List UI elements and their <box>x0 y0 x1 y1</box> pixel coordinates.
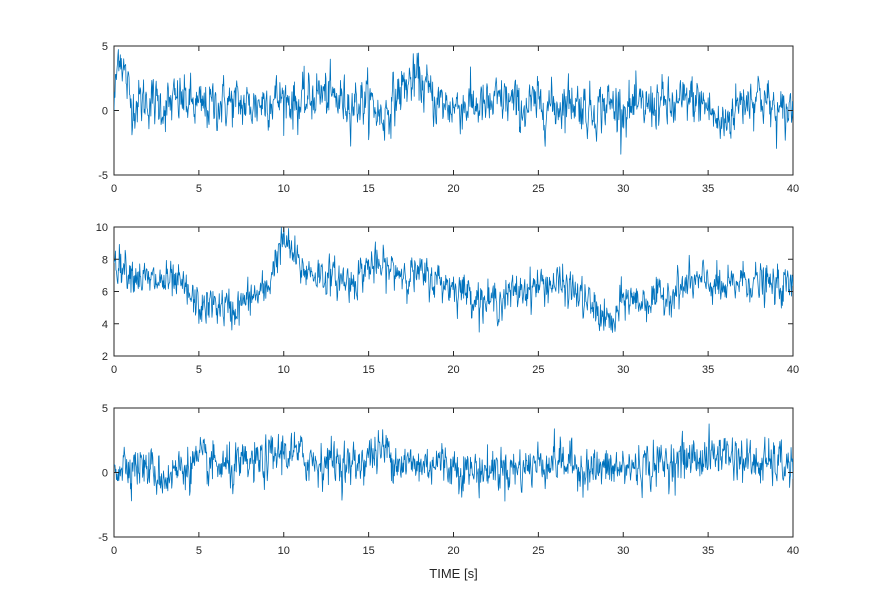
x-tick-label: 25 <box>532 364 544 376</box>
x-tick-label: 25 <box>532 545 544 557</box>
y-tick-label: 2 <box>102 351 108 363</box>
y-tick-label: 8 <box>102 254 108 266</box>
x-tick-label: 35 <box>702 545 714 557</box>
x-tick-label: 10 <box>278 183 290 195</box>
x-axis-label: TIME [s] <box>429 566 477 581</box>
x-tick-label: 0 <box>111 183 117 195</box>
x-tick-label: 20 <box>447 364 459 376</box>
x-tick-label: 30 <box>617 545 629 557</box>
x-tick-label: 15 <box>363 545 375 557</box>
y-tick-label: 0 <box>102 468 108 480</box>
x-tick-label: 15 <box>363 364 375 376</box>
signal-trace-2 <box>114 227 793 333</box>
x-tick-label: 20 <box>447 545 459 557</box>
x-tick-label: 40 <box>787 545 799 557</box>
x-tick-label: 30 <box>617 183 629 195</box>
x-tick-label: 5 <box>196 364 202 376</box>
axes-frame <box>113 226 794 357</box>
y-tick-label: 5 <box>102 403 108 415</box>
y-tick-label: 6 <box>102 287 108 299</box>
y-tick-label: 4 <box>102 319 108 331</box>
x-tick-label: 30 <box>617 364 629 376</box>
y-tick-label: 0 <box>102 106 108 118</box>
subplot-2: 0 5 10 15 20 25 30 35 40 2 4 6 8 10 <box>96 222 799 376</box>
y-tick-label: 5 <box>102 41 108 53</box>
y-tick-label: 10 <box>96 222 108 234</box>
x-tick-label: 0 <box>111 364 117 376</box>
signal-trace-1 <box>114 49 793 155</box>
x-tick-label: 25 <box>532 183 544 195</box>
x-tick-label: 0 <box>111 545 117 557</box>
x-tick-label: 5 <box>196 545 202 557</box>
x-tick-label: 35 <box>702 364 714 376</box>
signal-trace-3 <box>114 423 793 502</box>
y-tick-label: -5 <box>98 532 108 544</box>
subplot-1: 0 5 10 15 20 25 30 35 40-505 <box>98 41 799 195</box>
x-tick-label: 20 <box>447 183 459 195</box>
x-tick-label: 35 <box>702 183 714 195</box>
x-tick-label: 5 <box>196 183 202 195</box>
x-tick-label: 15 <box>363 183 375 195</box>
x-tick-label: 10 <box>278 364 290 376</box>
axes-frame <box>113 407 794 538</box>
y-tick-label: -5 <box>98 170 108 182</box>
x-tick-label: 40 <box>787 364 799 376</box>
x-tick-label: 40 <box>787 183 799 195</box>
x-tick-label: 10 <box>278 545 290 557</box>
